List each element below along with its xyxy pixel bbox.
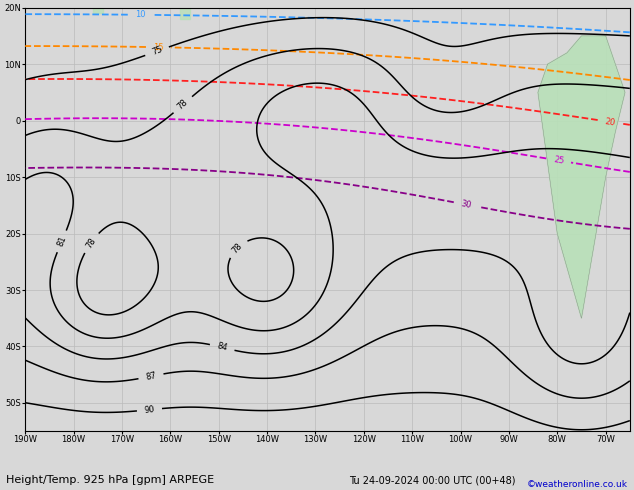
Text: 90: 90 bbox=[144, 405, 155, 415]
Polygon shape bbox=[180, 8, 190, 19]
Polygon shape bbox=[171, 0, 180, 2]
Text: 87: 87 bbox=[145, 371, 157, 382]
Text: 84: 84 bbox=[216, 342, 228, 353]
Text: 10: 10 bbox=[135, 10, 146, 19]
Text: 75: 75 bbox=[150, 45, 164, 57]
Text: 78: 78 bbox=[84, 236, 98, 250]
Text: 20: 20 bbox=[604, 117, 616, 127]
Text: 25: 25 bbox=[553, 155, 565, 166]
Text: 81: 81 bbox=[56, 235, 68, 248]
Text: 78: 78 bbox=[230, 241, 244, 255]
Text: Height/Temp. 925 hPa [gpm] ARPEGE: Height/Temp. 925 hPa [gpm] ARPEGE bbox=[6, 475, 214, 485]
Text: 30: 30 bbox=[460, 199, 472, 210]
Text: ©weatheronline.co.uk: ©weatheronline.co.uk bbox=[527, 480, 628, 489]
Text: 78: 78 bbox=[176, 98, 190, 112]
Text: 15: 15 bbox=[153, 43, 164, 52]
Polygon shape bbox=[93, 2, 103, 13]
Polygon shape bbox=[538, 36, 625, 318]
Text: Tu 24-09-2024 00:00 UTC (00+48): Tu 24-09-2024 00:00 UTC (00+48) bbox=[349, 475, 515, 485]
